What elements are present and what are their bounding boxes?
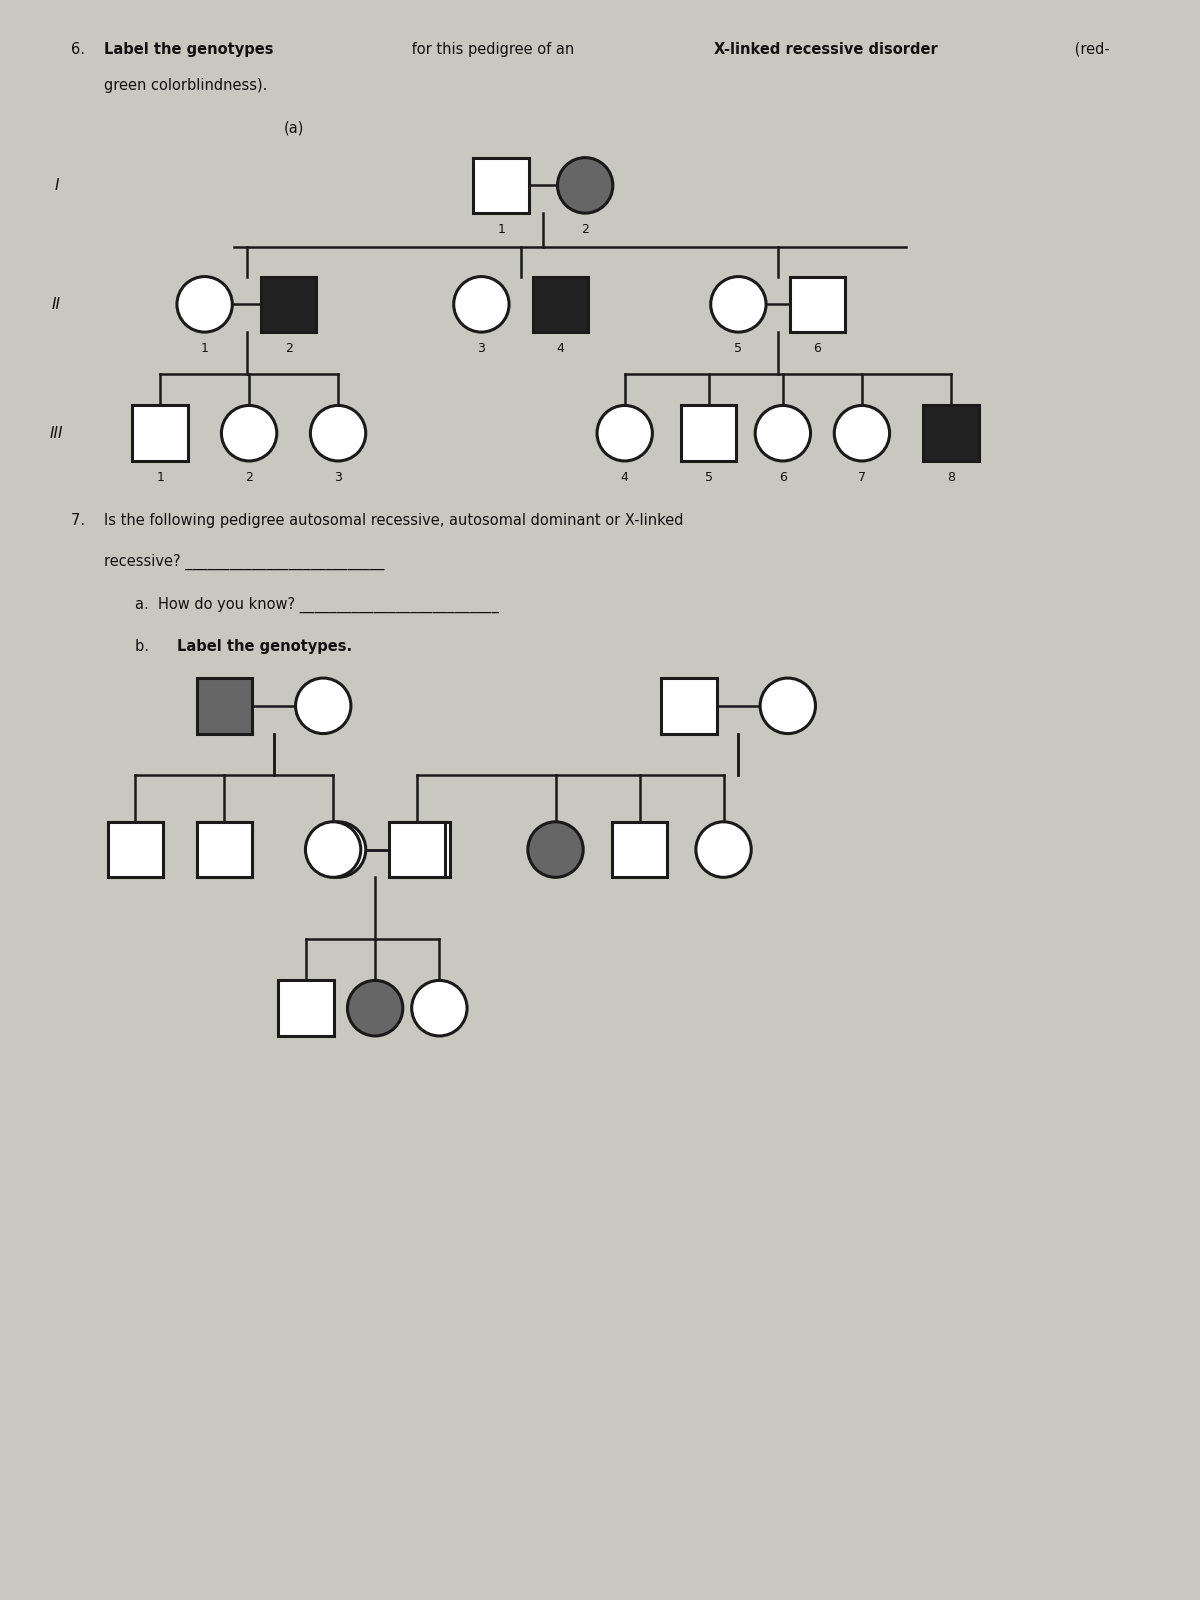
- Bar: [661, 678, 716, 733]
- Text: 2: 2: [284, 342, 293, 355]
- Circle shape: [834, 405, 889, 461]
- Circle shape: [176, 277, 233, 333]
- Text: 8: 8: [947, 470, 955, 483]
- Text: 6: 6: [814, 342, 821, 355]
- Circle shape: [412, 981, 467, 1035]
- Text: b.: b.: [136, 640, 158, 654]
- Text: 6.: 6.: [71, 42, 90, 56]
- Bar: [790, 277, 845, 333]
- Bar: [132, 405, 188, 461]
- Bar: [682, 405, 737, 461]
- Text: 7: 7: [858, 470, 866, 483]
- Text: 5: 5: [734, 342, 743, 355]
- Text: 4: 4: [620, 470, 629, 483]
- Circle shape: [306, 822, 361, 877]
- Text: 7.: 7.: [71, 512, 90, 528]
- Bar: [108, 822, 163, 877]
- Text: 5: 5: [704, 470, 713, 483]
- Text: recessive? ___________________________: recessive? ___________________________: [104, 554, 384, 570]
- Text: Is the following pedigree autosomal recessive, autosomal dominant or X-linked: Is the following pedigree autosomal rece…: [104, 512, 683, 528]
- Circle shape: [755, 405, 810, 461]
- Text: 6: 6: [779, 470, 787, 483]
- Circle shape: [598, 405, 653, 461]
- Bar: [197, 678, 252, 733]
- Bar: [197, 822, 252, 877]
- Bar: [612, 822, 667, 877]
- Bar: [278, 981, 334, 1035]
- Text: I: I: [54, 178, 59, 194]
- Text: for this pedigree of an: for this pedigree of an: [407, 42, 580, 56]
- Bar: [390, 822, 445, 877]
- Text: Label the genotypes.: Label the genotypes.: [176, 640, 352, 654]
- Circle shape: [454, 277, 509, 333]
- Bar: [260, 277, 317, 333]
- Bar: [395, 822, 450, 877]
- Text: 3: 3: [478, 342, 485, 355]
- Text: (a): (a): [283, 122, 304, 136]
- Text: Label the genotypes: Label the genotypes: [104, 42, 274, 56]
- Text: green colorblindness).: green colorblindness).: [104, 78, 268, 93]
- Circle shape: [760, 678, 816, 733]
- Bar: [474, 158, 529, 213]
- Circle shape: [558, 158, 613, 213]
- Text: 1: 1: [497, 222, 505, 235]
- Text: X-linked recessive disorder: X-linked recessive disorder: [714, 42, 937, 56]
- Circle shape: [311, 822, 366, 877]
- Circle shape: [222, 405, 277, 461]
- Bar: [108, 822, 163, 877]
- Circle shape: [295, 678, 350, 733]
- Text: 1: 1: [156, 470, 164, 483]
- Text: III: III: [49, 426, 64, 440]
- Text: (red-: (red-: [1069, 42, 1109, 56]
- Bar: [197, 822, 252, 877]
- Bar: [533, 277, 588, 333]
- Text: 1: 1: [200, 342, 209, 355]
- Text: 2: 2: [581, 222, 589, 235]
- Text: 4: 4: [557, 342, 564, 355]
- Text: II: II: [52, 298, 61, 312]
- Text: 2: 2: [245, 470, 253, 483]
- Circle shape: [348, 981, 403, 1035]
- Circle shape: [710, 277, 766, 333]
- Circle shape: [696, 822, 751, 877]
- Circle shape: [311, 405, 366, 461]
- Circle shape: [528, 822, 583, 877]
- Text: 3: 3: [334, 470, 342, 483]
- Text: a.  How do you know? ___________________________: a. How do you know? ____________________…: [136, 597, 499, 613]
- Bar: [923, 405, 978, 461]
